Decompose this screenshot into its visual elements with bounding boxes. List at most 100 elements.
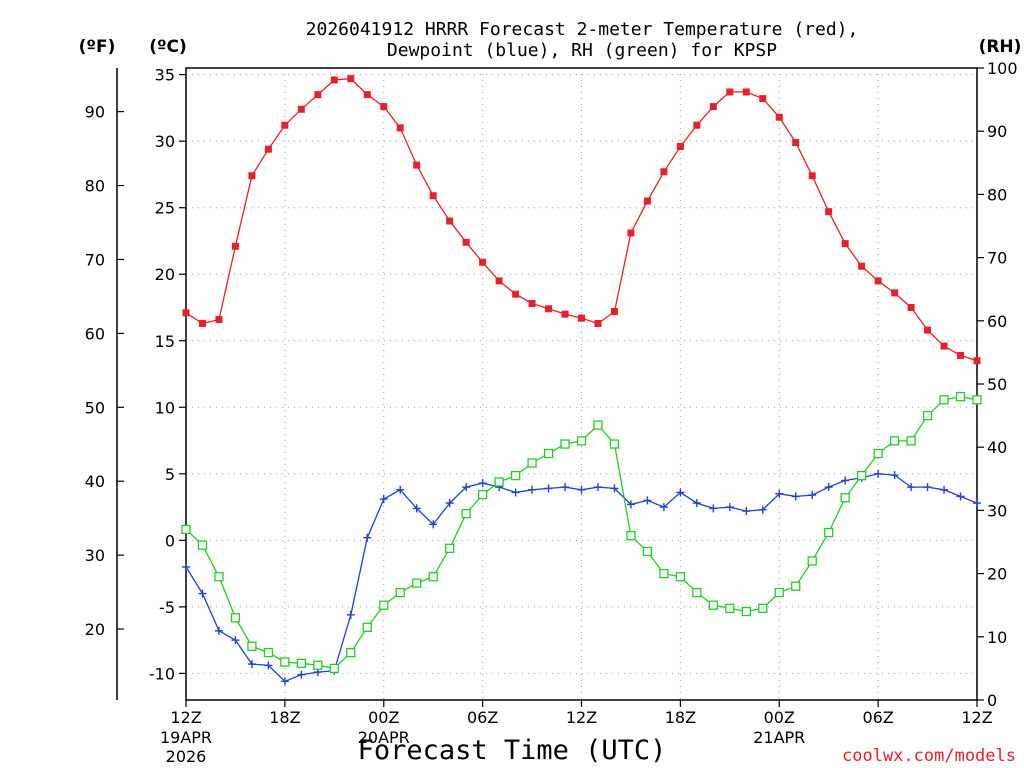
temperature-point <box>347 75 355 83</box>
dewpoint-point <box>758 505 767 514</box>
celsius-tick-label: 35 <box>155 66 175 85</box>
fahrenheit-tick-label: 90 <box>85 103 105 122</box>
x-tick-label: 18Z <box>665 708 696 727</box>
plot-frame <box>185 67 978 701</box>
temperature-point <box>512 290 520 298</box>
dewpoint-point <box>511 488 520 497</box>
grid <box>185 68 978 700</box>
celsius-tick-label: 30 <box>155 132 175 151</box>
dewpoint-point <box>198 589 207 598</box>
dewpoint-point <box>940 485 949 494</box>
fahrenheit-tick-label: 30 <box>85 546 105 565</box>
dewpoint-point <box>478 479 487 488</box>
dewpoint-point <box>214 626 223 635</box>
rh-tick-label: 90 <box>987 122 1007 141</box>
rh-point <box>461 508 471 519</box>
x-tick-label: 06Z <box>467 708 498 727</box>
dewpoint-point <box>626 500 635 509</box>
temperature-point <box>594 319 602 327</box>
rh-point <box>247 641 257 651</box>
dewpoint-point <box>923 483 932 492</box>
dewpoint-point <box>791 492 800 501</box>
rh-point <box>725 603 735 614</box>
fahrenheit-tick-label: 40 <box>85 472 105 491</box>
temperature-point <box>396 124 404 132</box>
x-tick-label: 12Z <box>170 708 201 727</box>
rh-point <box>477 489 488 500</box>
temperature-point <box>940 342 948 350</box>
temperature-point <box>215 315 223 323</box>
temperature-point <box>330 76 338 84</box>
dewpoint-point <box>231 636 240 645</box>
dewpoint-point <box>346 610 355 619</box>
temperature-point <box>742 88 750 96</box>
temperature-point <box>759 95 767 103</box>
temperature-point <box>775 113 783 121</box>
x-date-label: 19APR <box>160 728 212 747</box>
x-axis-title: Forecast Time (UTC) <box>358 735 667 766</box>
dewpoint-point <box>676 488 685 497</box>
temperature-point <box>413 161 421 169</box>
dewpoint-point <box>593 483 602 492</box>
rh-point <box>510 470 521 481</box>
rh-point <box>708 600 718 610</box>
rh-point <box>741 606 751 617</box>
dewpoint-point <box>742 507 751 516</box>
rh-point <box>197 540 208 550</box>
rh-unit-label: (RH) <box>979 37 1022 57</box>
temperature-point <box>248 172 256 180</box>
temperature-point <box>924 326 932 334</box>
temperature-point <box>792 139 800 147</box>
rh-point <box>296 658 307 668</box>
x-date-label: 21APR <box>753 728 805 747</box>
temperature-point <box>726 88 734 96</box>
rh-tick-label: 10 <box>987 628 1007 647</box>
temperature-point <box>676 143 684 151</box>
temperature-point <box>446 217 454 225</box>
temperature-point <box>907 303 915 311</box>
rh-tick-label: 50 <box>987 375 1007 394</box>
dewpoint-point <box>363 533 372 542</box>
dewpoint-point <box>429 520 438 529</box>
rh-point <box>214 572 224 582</box>
temperature-point <box>495 277 503 285</box>
rh-point <box>791 581 801 591</box>
chart-title-line-1: 2026041912 HRRR Forecast 2-meter Tempera… <box>306 19 859 40</box>
rh-tick-label: 60 <box>987 312 1007 331</box>
celsius-tick-label: 25 <box>155 199 175 218</box>
x-tick-label: 18Z <box>269 708 300 727</box>
x-tick-label: 12Z <box>566 708 597 727</box>
x-tick-label: 12Z <box>961 708 992 727</box>
temperature-point <box>429 192 437 200</box>
rh-tick-label: 70 <box>987 249 1007 268</box>
dewpoint-point <box>610 484 619 493</box>
rh-point <box>280 657 290 667</box>
rh-tick-label: 100 <box>987 59 1018 78</box>
rh-tick-label: 40 <box>987 438 1007 457</box>
rh-point <box>543 448 554 459</box>
dewpoint-point <box>709 504 718 513</box>
rh-point <box>329 663 339 674</box>
rh-point <box>576 436 587 446</box>
fahrenheit-tick-label: 80 <box>85 177 105 196</box>
rh-point <box>527 458 537 468</box>
dewpoint-point <box>775 489 784 498</box>
rh-point <box>675 572 686 582</box>
rh-point <box>181 524 191 535</box>
dewpoint-point <box>692 499 701 508</box>
dewpoint-point <box>973 499 981 508</box>
rh-point <box>659 568 669 579</box>
temperature-point <box>198 319 206 327</box>
credit-label: coolwx.com/models <box>842 746 1016 766</box>
series-temperature <box>182 75 981 365</box>
temperature-point <box>182 309 190 317</box>
temperature-point <box>528 300 536 308</box>
x-date-label: 2026 <box>166 747 207 766</box>
rh-point <box>445 543 455 553</box>
fahrenheit-tick-label: 50 <box>85 398 105 417</box>
temperature-point <box>825 208 833 216</box>
dewpoint-point <box>445 499 454 508</box>
rh-point <box>346 647 356 658</box>
dewpoint-point <box>379 495 388 504</box>
